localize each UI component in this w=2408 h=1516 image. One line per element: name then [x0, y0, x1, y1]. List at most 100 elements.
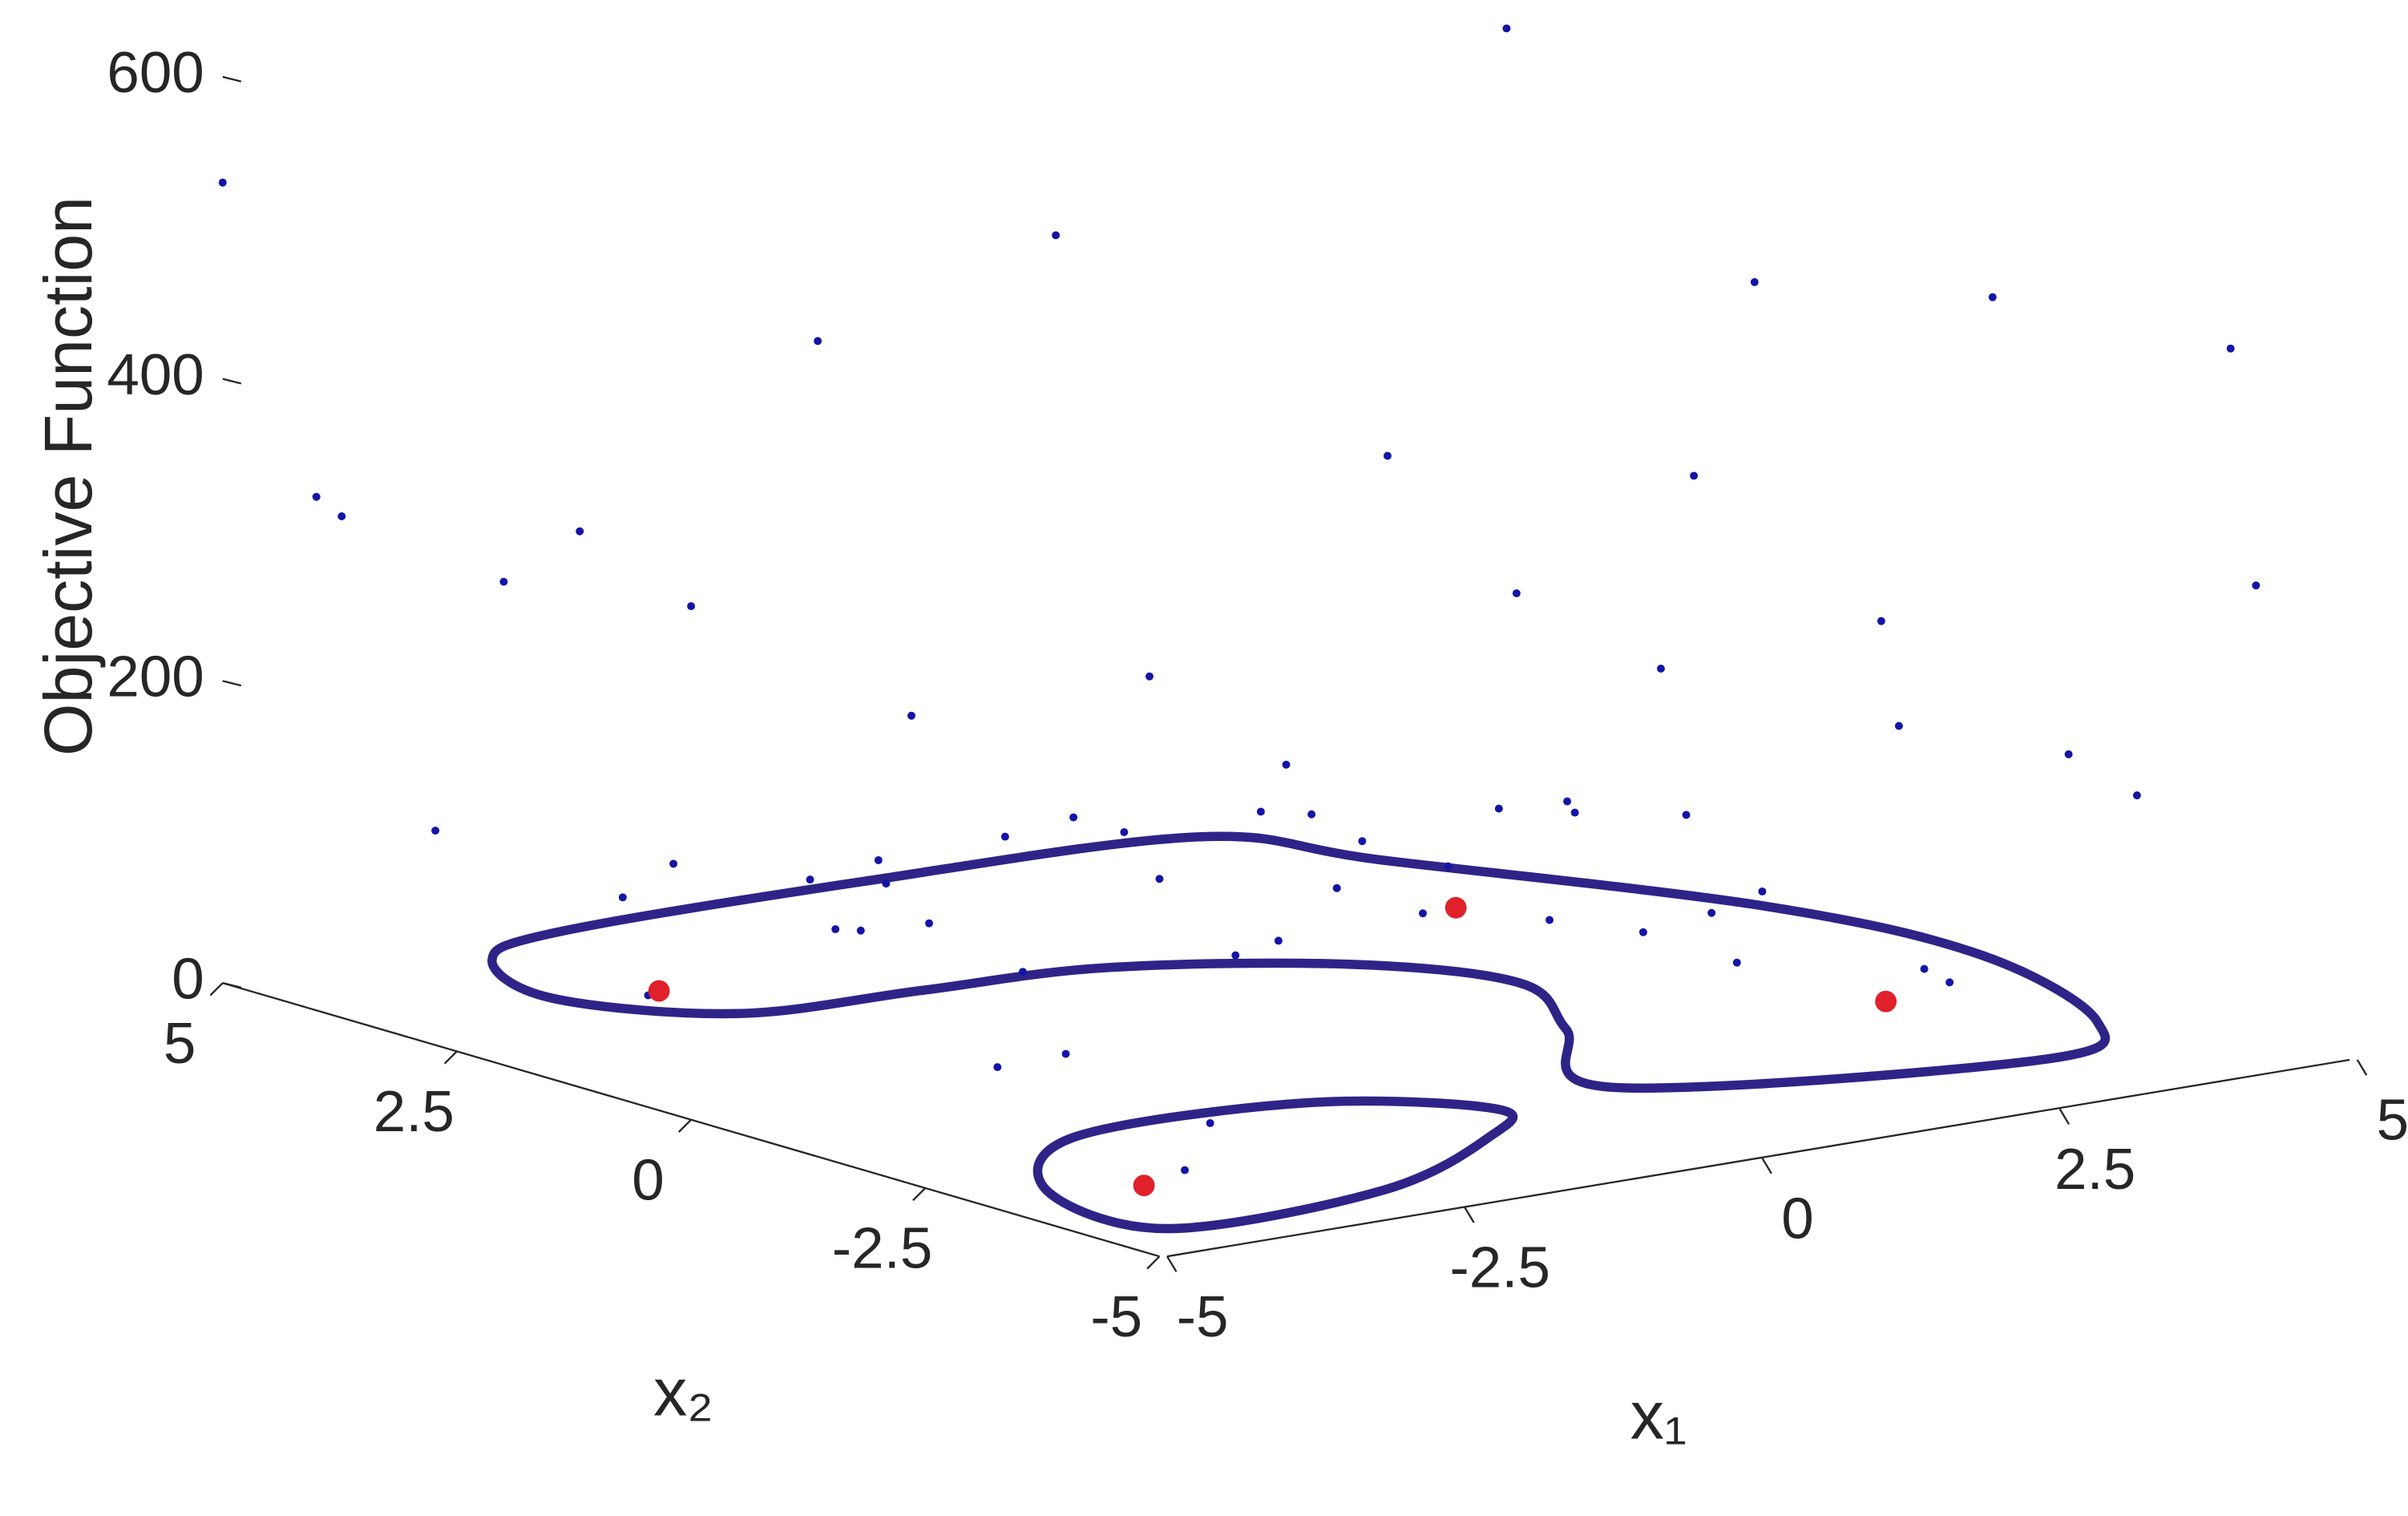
sample-point — [687, 602, 696, 611]
y-tick — [209, 982, 224, 997]
sample-point — [1274, 936, 1283, 945]
sample-point — [576, 527, 584, 536]
sample-point — [1256, 807, 1265, 816]
sample-point — [882, 879, 891, 888]
sample-point — [1638, 928, 1647, 936]
sample-point — [1069, 813, 1078, 822]
sample-point — [806, 875, 814, 884]
sample-point — [1155, 875, 1164, 883]
z-tick-label: 400 — [107, 342, 204, 407]
sample-point — [1656, 665, 1665, 673]
y-tick-label: 0 — [632, 1147, 664, 1212]
sample-point — [1419, 909, 1427, 918]
sample-point — [1894, 722, 1903, 730]
x-tick-label: -5 — [1177, 1284, 1229, 1349]
sample-point — [2252, 581, 2261, 590]
sample-point — [814, 337, 822, 346]
sample-point — [1120, 827, 1129, 836]
sample-point — [1018, 968, 1027, 976]
y-tick — [912, 1187, 927, 1202]
minimum-point — [648, 980, 670, 1002]
sample-point — [1758, 887, 1767, 895]
z-tick-label: 0 — [172, 946, 204, 1011]
sample-point — [907, 711, 916, 720]
sample-point — [993, 1063, 1002, 1072]
sample-point — [1145, 672, 1153, 681]
z-tick-label: 600 — [107, 40, 204, 105]
sample-point — [1181, 1166, 1190, 1174]
z-tick — [222, 75, 242, 83]
y-tick — [443, 1050, 458, 1065]
sample-point — [1282, 760, 1291, 769]
sample-point — [1988, 293, 1997, 301]
y-tick-label: 2.5 — [374, 1079, 455, 1144]
sample-point — [1570, 808, 1579, 817]
sample-point — [831, 925, 840, 934]
sample-point — [1052, 231, 1061, 240]
x-tick-label: 5 — [2377, 1088, 2408, 1153]
y-axis-title: x₂ — [653, 1355, 713, 1430]
sample-point — [1707, 908, 1716, 917]
sample-point — [1231, 951, 1240, 960]
sample-point — [1307, 810, 1316, 819]
minimum-point — [1133, 1174, 1155, 1197]
sample-point — [1682, 811, 1691, 819]
sample-point — [1000, 832, 1009, 841]
sample-point — [1358, 837, 1367, 846]
minimum-point — [1444, 896, 1467, 919]
sample-point — [499, 577, 508, 586]
y-tick-label: 5 — [164, 1011, 196, 1076]
contour-line — [487, 831, 2111, 1093]
x-tick — [1761, 1157, 1772, 1174]
sample-point — [1206, 1118, 1214, 1127]
x-axis-line — [1166, 1058, 2350, 1258]
x-tick — [2059, 1108, 2071, 1126]
x-tick-label: 2.5 — [2054, 1137, 2135, 1202]
y-tick-label: -5 — [1090, 1284, 1142, 1349]
sample-point — [1332, 883, 1341, 892]
contour-line — [1032, 1096, 1518, 1234]
sample-point — [1877, 617, 1885, 625]
x-tick — [1464, 1207, 1475, 1223]
sample-point — [1502, 24, 1511, 33]
sample-point — [312, 492, 321, 501]
x-tick — [1166, 1255, 1178, 1272]
z-tick — [222, 982, 242, 989]
sample-point — [1383, 451, 1392, 460]
x-tick — [2356, 1059, 2368, 1076]
sample-point — [925, 919, 934, 928]
sample-point — [1945, 978, 1954, 987]
z-tick-label: 200 — [107, 645, 204, 709]
sample-point — [1690, 471, 1699, 480]
z-tick — [222, 680, 242, 687]
sample-point — [1563, 797, 1572, 806]
sample-point — [1920, 964, 1929, 973]
sample-point — [618, 893, 627, 902]
x-axis-title: x₁ — [1630, 1377, 1687, 1453]
sample-point — [218, 178, 227, 187]
y-tick — [1146, 1255, 1161, 1270]
sample-point — [431, 827, 440, 835]
x-tick-label: 0 — [1781, 1186, 1814, 1251]
minimum-point — [1875, 990, 1897, 1013]
sample-point — [1444, 862, 1452, 871]
z-tick — [222, 378, 242, 385]
sample-point — [1732, 958, 1741, 967]
sample-point — [2064, 750, 2073, 758]
sample-point — [2226, 344, 2235, 353]
y-tick — [677, 1118, 692, 1133]
sample-point — [669, 859, 678, 868]
sample-point — [1750, 277, 1759, 286]
sample-point — [1061, 1049, 1070, 1058]
sample-point — [1512, 589, 1521, 598]
sample-point — [856, 926, 865, 935]
y-tick-label: -2.5 — [832, 1216, 932, 1281]
x-tick-label: -2.5 — [1450, 1235, 1550, 1300]
sample-point — [1494, 804, 1503, 813]
sample-point — [2132, 791, 2141, 800]
sample-point — [1545, 916, 1554, 924]
z-axis-title: Objective Function — [30, 196, 106, 756]
sample-point — [337, 512, 346, 520]
